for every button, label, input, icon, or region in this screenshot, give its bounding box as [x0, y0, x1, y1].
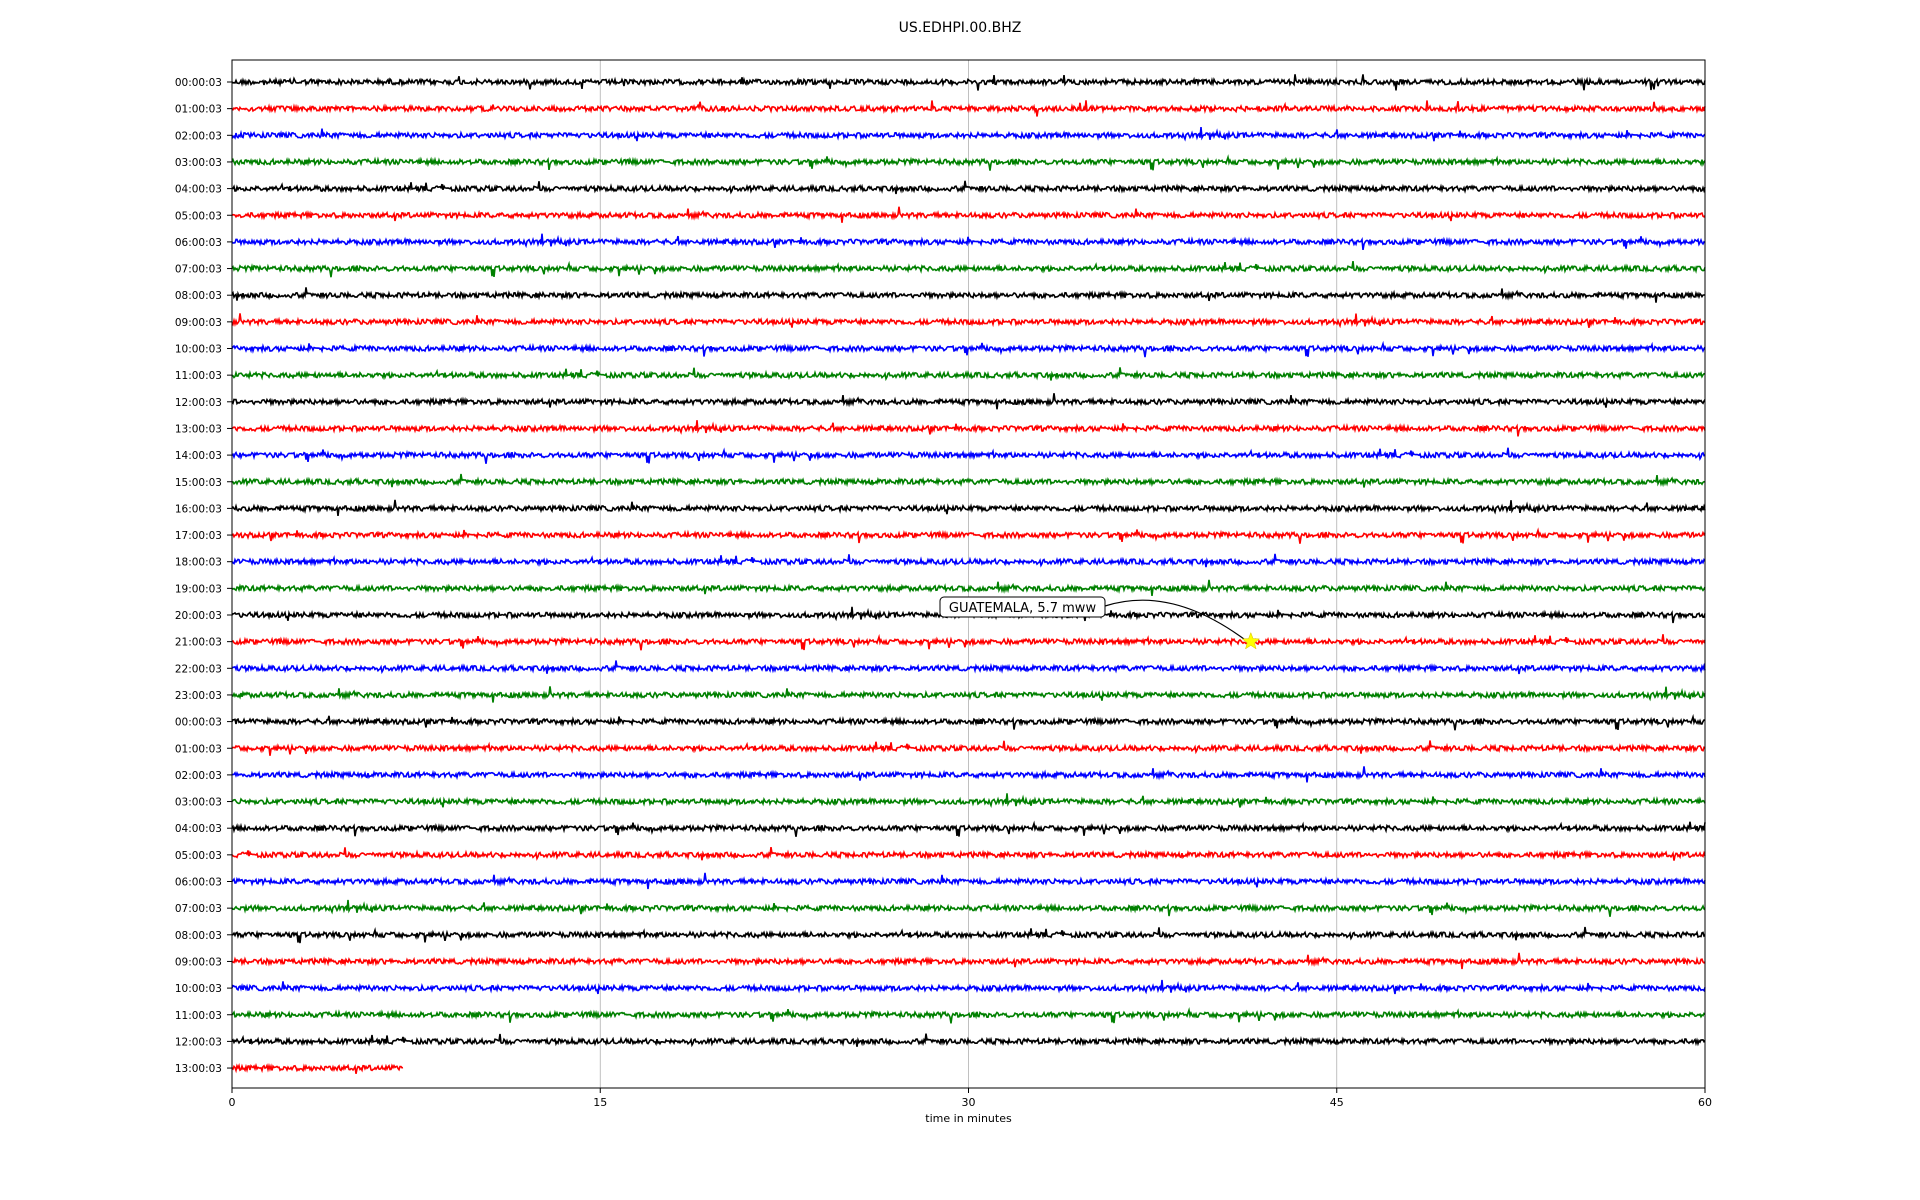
seismic-trace: [231, 1062, 404, 1074]
row-label: 01:00:03: [175, 104, 222, 116]
row-label: 18:00:03: [175, 557, 222, 569]
grid-lines: [599, 60, 1338, 1088]
x-tick-label: 60: [1698, 1096, 1712, 1109]
row-label: 15:00:03: [175, 477, 222, 489]
row-label: 09:00:03: [175, 956, 222, 968]
seismic-trace: [231, 660, 1706, 675]
seismic-trace: [231, 447, 1706, 464]
seismic-trace: [231, 233, 1706, 251]
seismic-trace: [231, 926, 1706, 944]
row-label: 04:00:03: [175, 184, 222, 196]
trace-lines: [231, 74, 1706, 1074]
row-label: 02:00:03: [175, 770, 222, 782]
event-annotations: GUATEMALA, 5.7 mww: [939, 596, 1261, 650]
event-leader-line: [1104, 599, 1246, 641]
seismic-trace: [231, 686, 1706, 703]
row-label: 03:00:03: [175, 797, 222, 809]
seismic-trace: [231, 1006, 1706, 1024]
row-label: 22:00:03: [175, 663, 222, 675]
row-label: 05:00:03: [175, 850, 222, 862]
row-label: 11:00:03: [175, 1010, 222, 1022]
row-label: 09:00:03: [175, 317, 222, 329]
row-label: 01:00:03: [175, 743, 222, 755]
seismic-trace: [231, 206, 1706, 223]
seismic-trace: [231, 154, 1706, 171]
row-label: 19:00:03: [175, 583, 222, 595]
seismic-trace: [231, 979, 1706, 995]
row-label: 00:00:03: [175, 717, 222, 729]
seismic-trace: [231, 260, 1706, 278]
row-label: 16:00:03: [175, 503, 222, 515]
seismic-trace: [231, 846, 1706, 861]
seismic-trace: [231, 393, 1706, 410]
row-label: 06:00:03: [175, 237, 222, 249]
seismic-trace: [231, 820, 1706, 837]
x-axis-label: time in minutes: [925, 1112, 1012, 1125]
seismic-trace: [231, 127, 1706, 142]
event-star-marker: [1241, 631, 1261, 650]
row-label: 08:00:03: [175, 290, 222, 302]
row-label: 14:00:03: [175, 450, 222, 462]
seismic-trace: [231, 793, 1706, 808]
seismic-trace: [231, 180, 1706, 195]
event-label-box: [939, 596, 1106, 618]
row-label: 06:00:03: [175, 877, 222, 889]
seismic-trace: [231, 553, 1706, 568]
plot-frame: [231, 59, 1706, 1089]
seismic-trace: [231, 527, 1706, 544]
seismic-trace: [231, 766, 1706, 783]
row-label: 21:00:03: [175, 637, 222, 649]
seismic-trace: [231, 579, 1706, 596]
row-label: 12:00:03: [175, 397, 222, 409]
x-tick-label: 15: [593, 1096, 607, 1109]
seismic-trace: [231, 899, 1706, 917]
x-ticks: 0 15 30 45 60: [229, 1088, 1712, 1109]
seismic-trace: [231, 473, 1706, 488]
seismic-trace: [231, 340, 1706, 358]
row-label: 05:00:03: [175, 210, 222, 222]
row-label: 10:00:03: [175, 344, 222, 356]
row-label: 03:00:03: [175, 157, 222, 169]
seismic-trace: [231, 420, 1706, 437]
row-label: 02:00:03: [175, 130, 222, 142]
seismic-trace: [231, 313, 1706, 329]
row-label: 04:00:03: [175, 823, 222, 835]
seismic-trace: [231, 100, 1706, 117]
seismic-trace: [231, 952, 1706, 970]
row-label: 13:00:03: [175, 423, 222, 435]
seismic-trace: [231, 1033, 1706, 1048]
seismic-trace: [231, 633, 1706, 651]
row-label: 11:00:03: [175, 370, 222, 382]
row-label: 17:00:03: [175, 530, 222, 542]
row-label: 08:00:03: [175, 930, 222, 942]
seismic-trace: [231, 287, 1706, 303]
row-label: 07:00:03: [175, 903, 222, 915]
x-tick-label: 0: [229, 1096, 236, 1109]
row-label: 20:00:03: [175, 610, 222, 622]
seismic-trace: [231, 499, 1706, 517]
x-tick-label: 30: [962, 1096, 976, 1109]
seismic-trace: [231, 74, 1706, 91]
row-label: 23:00:03: [175, 690, 222, 702]
seismic-trace: [231, 740, 1706, 756]
seismic-trace: [231, 367, 1706, 382]
row-label: 13:00:03: [175, 1063, 222, 1075]
row-label: 00:00:03: [175, 77, 222, 89]
seismic-trace: [231, 872, 1706, 890]
x-tick-label: 45: [1330, 1096, 1344, 1109]
row-label: 07:00:03: [175, 264, 222, 276]
seismic-trace: [231, 713, 1706, 731]
row-labels: 00:00:03 01:00:03 02:00:03 03:00:03 04:00:03…: [175, 77, 232, 1075]
row-label: 10:00:03: [175, 983, 222, 995]
row-label: 12:00:03: [175, 1036, 222, 1048]
event-label: GUATEMALA, 5.7 mww: [949, 601, 1097, 616]
chart-title: US.EDHPI.00.BHZ: [898, 20, 1022, 36]
